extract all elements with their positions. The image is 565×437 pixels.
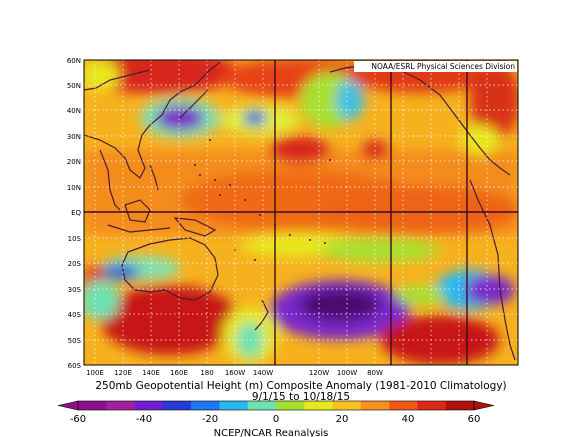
colorbar-segment — [106, 401, 135, 410]
lon-label: 100E — [86, 369, 104, 377]
colorbar-tick-label: -40 — [136, 414, 152, 425]
colorbar-segment — [134, 401, 164, 410]
lat-labels: 60N 50N 40N 30N 20N 10N EQ 10S 20S 30S 4… — [67, 57, 82, 370]
colorbar-segment — [191, 401, 220, 410]
colorbar-tick-label: -60 — [70, 414, 86, 425]
lat-label: 10S — [68, 235, 82, 243]
colorbar-segment — [304, 401, 333, 410]
lon-label: 140E — [142, 369, 160, 377]
lat-label: 60N — [67, 57, 81, 65]
lon-labels: 100E 120E 140E 160E 180 160W 140W 120W 1… — [86, 369, 383, 377]
lon-label: 160W — [225, 369, 245, 377]
reference-lines — [84, 60, 518, 365]
colorbar-segment — [332, 401, 362, 410]
colorbar-segment — [360, 401, 390, 410]
colorbar: -60 -40 -20 0 20 40 60 NCEP/NCAR Reanalysis — [57, 400, 495, 437]
colorbar-tick-label: 0 — [273, 414, 279, 425]
lat-label: 30S — [68, 286, 82, 294]
lon-label: 180 — [200, 369, 213, 377]
colorbar-segments — [57, 400, 495, 411]
colorbar-ticks: -60 -40 -20 0 20 40 60 — [70, 414, 481, 425]
lat-label: EQ — [71, 209, 81, 217]
colorbar-tick-label: 20 — [336, 414, 349, 425]
anomaly-field — [84, 60, 518, 365]
colorbar-tick-label: -20 — [202, 414, 218, 425]
lat-label: 30N — [67, 133, 81, 141]
lon-label: 160E — [170, 369, 188, 377]
credit-box — [354, 61, 517, 72]
plot-frame — [83, 59, 519, 366]
colorbar-segment — [445, 401, 475, 410]
lat-label: 50S — [68, 337, 82, 345]
colorbar-segment — [78, 401, 107, 410]
lon-label: 100W — [337, 369, 357, 377]
colorbar-segment — [417, 401, 447, 410]
lat-label: 10N — [67, 184, 81, 192]
lat-label: 40N — [67, 107, 81, 115]
lat-label: 40S — [68, 311, 82, 319]
lat-label: 60S — [68, 362, 82, 370]
colorbar-arrow-high — [473, 400, 495, 411]
colorbar-segment — [219, 401, 249, 410]
colorbar-segment — [276, 401, 305, 410]
lon-label: 140W — [253, 369, 273, 377]
lon-label: 120E — [114, 369, 132, 377]
lat-label: 20N — [67, 158, 81, 166]
colorbar-tick-label: 60 — [468, 414, 481, 425]
lon-label: 80W — [367, 369, 383, 377]
colorbar-tick-label: 40 — [402, 414, 415, 425]
lat-label: 20S — [68, 260, 82, 268]
data-source: NCEP/NCAR Reanalysis — [214, 428, 329, 437]
gridlines — [84, 60, 518, 365]
map-title: 250mb Geopotential Height (m) Composite … — [95, 380, 507, 392]
colorbar-segment — [389, 401, 418, 410]
colorbar-arrow-low — [57, 400, 79, 411]
lat-label: 50N — [67, 82, 81, 90]
colorbar-segment — [247, 401, 277, 410]
credit-text: NOAA/ESRL Physical Sciences Division — [371, 62, 515, 71]
colorbar-segment — [162, 401, 192, 410]
lon-label: 120W — [309, 369, 329, 377]
date-range: 9/1/15 to 10/18/15 — [251, 391, 351, 403]
